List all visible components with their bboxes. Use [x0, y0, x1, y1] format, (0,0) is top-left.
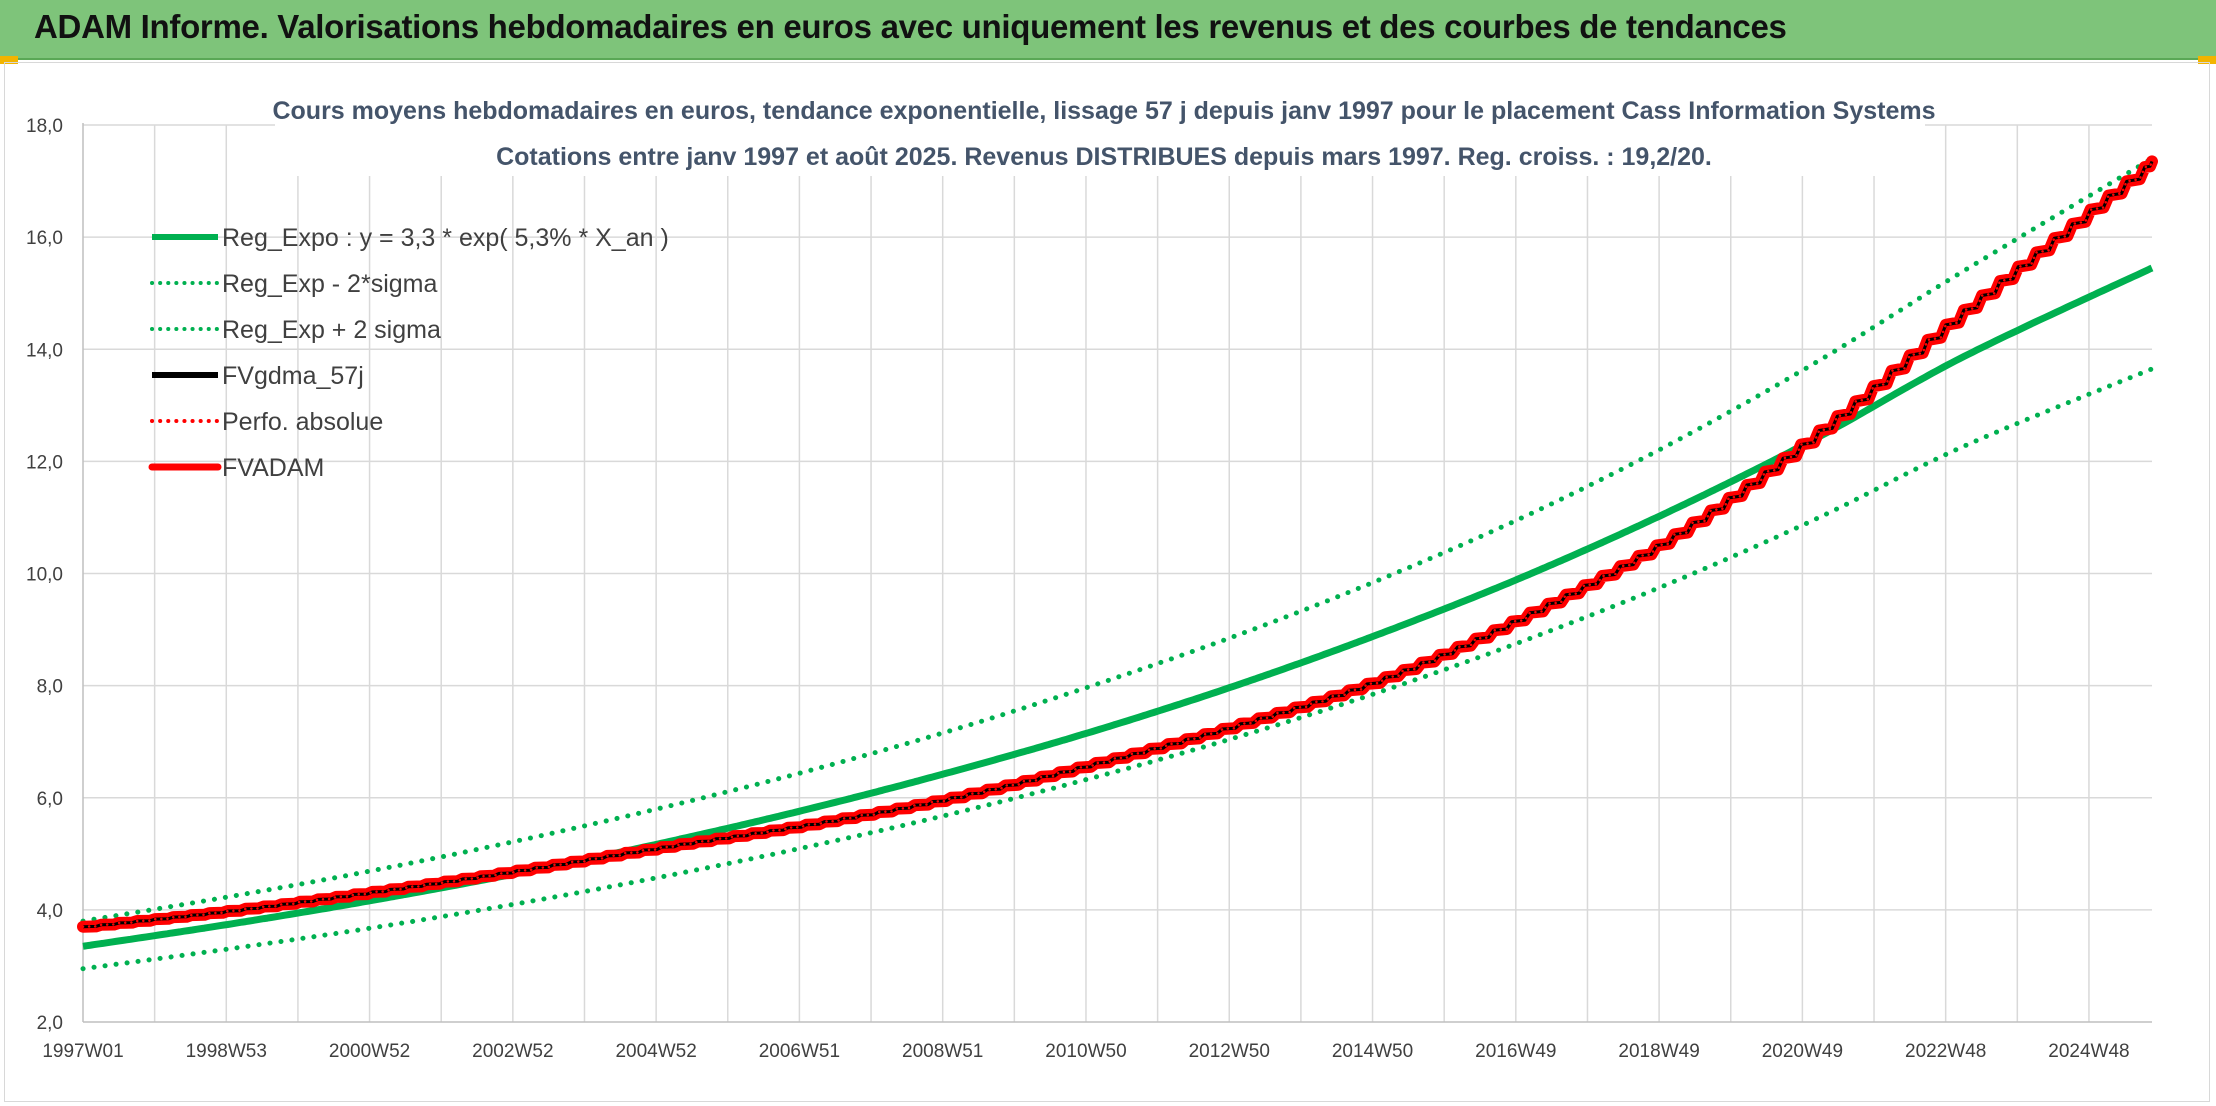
x-tick-label: 1998W53 — [186, 1041, 267, 1062]
y-tick-label: 6,0 — [37, 789, 63, 810]
title-background — [275, 88, 1925, 176]
y-tick-label: 8,0 — [37, 677, 63, 698]
series-line-reg-exp-2-sigma — [80, 156, 2155, 924]
legend-label-reg-expo-y-3-3-exp-5-3-x-an: Reg_Expo : y = 3,3 * exp( 5,3% * X_an ) — [222, 224, 669, 252]
banner-corner-marker — [2198, 56, 2216, 64]
x-tick-label: 2006W51 — [759, 1041, 840, 1062]
x-axis-ticks: 1997W01 1998W53 2000W52 2002W52 2004W52 2006W… — [42, 1041, 2129, 1062]
y-tick-label: 16,0 — [26, 228, 63, 249]
x-tick-label: 2010W50 — [1045, 1041, 1126, 1062]
x-tick-label: 1997W01 — [42, 1041, 123, 1062]
x-tick-label: 2016W49 — [1475, 1041, 1556, 1062]
x-tick-label: 2024W48 — [2048, 1041, 2129, 1062]
series-line-perfo-absolue — [81, 160, 2154, 928]
x-tick-label: 2014W50 — [1332, 1041, 1413, 1062]
x-tick-label: 2022W48 — [1905, 1041, 1986, 1062]
x-tick-label: 2018W49 — [1618, 1041, 1699, 1062]
legend: Reg_Expo : y = 3,3 * exp( 5,3% * X_an ) R… — [148, 224, 669, 482]
x-tick-label: 2012W50 — [1189, 1041, 1270, 1062]
y-tick-label: 12,0 — [26, 452, 63, 473]
series-lines — [77, 155, 2158, 972]
y-tick-label: 2,0 — [37, 1013, 63, 1034]
series-line-reg-exp-2-sigma — [80, 366, 2155, 972]
y-tick-label: 14,0 — [26, 340, 63, 361]
x-tick-label: 2004W52 — [615, 1041, 696, 1062]
banner-corner-marker — [0, 56, 18, 64]
report-banner: ADAM Informe. Valorisations hebdomadaire… — [0, 0, 2216, 60]
x-tick-label: 2020W49 — [1762, 1041, 1843, 1062]
y-tick-label: 10,0 — [26, 565, 63, 586]
report-title: ADAM Informe. Valorisations hebdomadaire… — [34, 8, 1787, 45]
legend-label-reg-exp-2-sigma: Reg_Exp + 2 sigma — [222, 316, 441, 344]
legend-label-fvgdma-57j: FVgdma_57j — [222, 362, 364, 390]
y-tick-label: 4,0 — [37, 901, 63, 922]
chart-title: Cours moyens hebdomadaires en euros, ten… — [272, 97, 1935, 125]
x-tick-label: 2000W52 — [329, 1041, 410, 1062]
chart-subtitle: Cotations entre janv 1997 et août 2025. … — [496, 143, 1712, 171]
series-line-reg-expo-y-3-3-exp-5-3-x-an — [81, 264, 2154, 950]
legend-label-reg-exp-2-sigma: Reg_Exp - 2*sigma — [222, 270, 437, 298]
y-tick-label: 18,0 — [26, 116, 63, 137]
chart-frame — [4, 62, 2210, 1102]
x-tick-label: 2008W51 — [902, 1041, 983, 1062]
legend-label-perfo-absolue: Perfo. absolue — [222, 408, 383, 436]
grid-lines — [83, 124, 2152, 1022]
axes — [82, 123, 2152, 1023]
y-axis-ticks: 2,0 4,0 6,0 8,0 10,0 12,0 14,0 16,0 18,0 — [26, 116, 63, 1034]
x-tick-label: 2002W52 — [472, 1041, 553, 1062]
legend-label-fvadam: FVADAM — [222, 454, 324, 482]
